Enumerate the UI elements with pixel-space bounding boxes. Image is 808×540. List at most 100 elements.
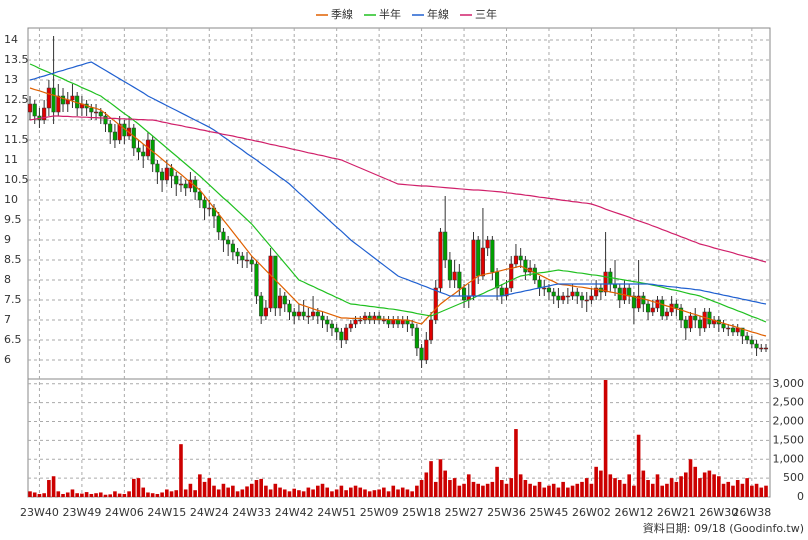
volume-bar: [75, 493, 79, 497]
candle-body: [32, 103, 37, 117]
candle-body: [702, 311, 707, 329]
candle-body: [513, 255, 518, 265]
volume-bar: [504, 483, 509, 497]
y-tick-label: 11.5: [4, 133, 29, 146]
candle-body: [56, 95, 61, 113]
volume-bar: [533, 485, 537, 497]
candle-body: [763, 347, 769, 350]
volume-bar: [193, 490, 197, 497]
volume-bar: [165, 489, 169, 497]
volume-bar: [400, 487, 405, 497]
volume-bar: [490, 481, 495, 497]
candle-body: [325, 319, 330, 325]
volume-bar: [183, 489, 188, 497]
ma-line: [29, 61, 767, 305]
candle-body: [462, 287, 467, 301]
volume-bar: [547, 485, 551, 497]
volume-bar: [702, 472, 707, 497]
volume-bar: [466, 474, 471, 497]
candle-body: [476, 239, 481, 277]
volume-bar: [103, 494, 108, 497]
volume-bar: [599, 470, 603, 497]
y-tick-label: 7.5: [4, 293, 22, 306]
candle-body: [306, 315, 311, 318]
volume-bar: [688, 459, 693, 497]
x-tick-label: 26W12: [614, 506, 653, 519]
y2-tick-label: 0: [797, 490, 804, 503]
volume-bar: [660, 485, 665, 497]
x-tick-label: 24W24: [190, 506, 229, 519]
volume-bar: [514, 429, 518, 497]
volume-bar: [207, 478, 212, 497]
volume-bar: [396, 489, 400, 497]
candle-body: [98, 111, 103, 117]
x-tick-label: 26W38: [732, 506, 771, 519]
candle-body: [570, 291, 575, 297]
volume-bar: [438, 459, 443, 497]
volume-bar: [297, 490, 301, 497]
candle-body: [334, 327, 339, 333]
y2-tick-label: 3,000: [773, 377, 805, 390]
ma-line: [29, 87, 767, 337]
candle-body: [575, 291, 580, 297]
volume-bar: [509, 478, 514, 497]
volume-bar: [65, 492, 70, 497]
volume-bar: [127, 491, 131, 497]
volume-bar: [70, 489, 75, 497]
volume-bar: [566, 487, 570, 497]
candle-body: [754, 343, 759, 349]
volume-bar: [646, 480, 650, 497]
volume-bar: [731, 485, 735, 497]
volume-bar: [556, 487, 561, 497]
candle-body: [584, 299, 589, 302]
candle-body: [254, 263, 259, 297]
y-tick-label: 10: [4, 193, 18, 206]
y-tick-label: 12.5: [4, 93, 29, 106]
volume-bar: [42, 493, 46, 497]
ma-line: [29, 115, 767, 263]
candle-body: [244, 259, 250, 262]
candle-body: [428, 319, 434, 341]
volume-bar: [174, 490, 179, 497]
candle-body: [141, 151, 146, 157]
candle-body: [278, 295, 283, 309]
volume-bar: [476, 483, 481, 497]
candle-body: [42, 107, 47, 121]
candle-body: [551, 291, 556, 297]
volume-bar: [721, 483, 726, 497]
volume-bar: [382, 487, 386, 497]
x-tick-label: 25W45: [530, 506, 569, 519]
candle-body: [344, 327, 349, 341]
candle-body: [27, 103, 33, 113]
volume-bar: [249, 483, 254, 497]
volume-bar: [320, 483, 325, 497]
candle-body: [740, 327, 745, 337]
volume-bar: [363, 489, 367, 497]
candle-body: [391, 319, 396, 325]
volume-bar: [306, 487, 311, 497]
y-tick-label: 13.5: [4, 53, 29, 66]
volume-bar: [457, 485, 462, 497]
volume-bar: [518, 474, 523, 497]
candle-body: [377, 315, 382, 321]
y2-tick-label: 500: [783, 471, 804, 484]
volume-bar: [419, 480, 424, 497]
volume-bar: [495, 466, 499, 497]
volume-bar: [122, 493, 127, 497]
volume-bar: [608, 474, 613, 497]
volume-bar: [551, 483, 556, 497]
legend-label: 年線: [427, 7, 449, 21]
candle-body: [259, 295, 264, 317]
candle-body: [424, 339, 429, 361]
candle-body: [518, 255, 523, 261]
y-tick-label: 7: [4, 313, 11, 326]
y-tick-label: 6.5: [4, 333, 22, 346]
candle-body: [683, 319, 688, 329]
volume-bar: [471, 481, 476, 497]
volume-bar: [216, 489, 221, 497]
volume-bar: [198, 474, 202, 497]
volume-bar: [650, 483, 655, 497]
candle-body: [688, 315, 693, 329]
y-tick-label: 12: [4, 113, 18, 126]
